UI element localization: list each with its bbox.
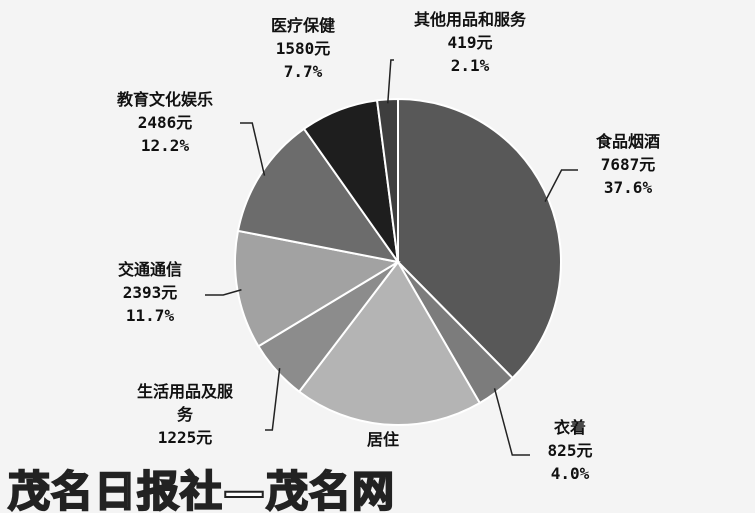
value-label: 419元: [447, 33, 493, 52]
percent-label: 37.6%: [603, 178, 653, 197]
value-label: 2393元: [122, 283, 178, 302]
percent-label: 7.7%: [283, 62, 323, 81]
percent-label: 11.7%: [125, 306, 175, 325]
pie-slice: [397, 97, 562, 380]
slice-label: 其他用品和服务 419元 2.1%: [414, 8, 526, 77]
category-label: 交通通信: [117, 260, 182, 279]
category-label: 衣着: [553, 418, 586, 437]
slice-label: 教育文化娱乐 2486元 12.2%: [95, 88, 235, 157]
leader-line: [205, 289, 242, 296]
slice-label: 衣着 825元 4.0%: [525, 416, 615, 485]
value-label: 1580元: [275, 39, 331, 58]
leader-line: [265, 368, 281, 431]
category-label: 食品烟酒: [595, 132, 660, 151]
value-label: 825元: [547, 441, 593, 460]
slice-label: 食品烟酒 7687元 37.6%: [568, 130, 688, 199]
value-label: 7687元: [600, 155, 656, 174]
slice-label: 交通通信 2393元 11.7%: [95, 258, 205, 327]
watermark: 茂名日报社—茂名网: [7, 466, 396, 513]
pie-slice: [297, 260, 482, 426]
slice-label: 居住: [338, 428, 428, 451]
category-label: 居住: [366, 430, 399, 449]
value-label: 1225元: [157, 428, 213, 447]
slice-label: 医疗保健 1580元 7.7%: [253, 14, 353, 83]
pie-slice: [236, 127, 401, 264]
leader-line: [387, 59, 394, 104]
percent-label: 12.2%: [140, 136, 190, 155]
value-label: 2486元: [137, 113, 193, 132]
leader-line: [544, 169, 578, 202]
category-label: 医疗保健: [270, 16, 335, 35]
category-label: 其他用品和服务: [414, 10, 527, 29]
category-label: 教育文化娱乐: [116, 90, 213, 109]
leader-line: [493, 388, 530, 456]
leader-line: [240, 122, 266, 176]
percent-label: 4.0%: [550, 464, 590, 483]
category-label: 生活用品及服务: [136, 382, 233, 424]
slice-label: 生活用品及服务 1225元: [130, 380, 240, 449]
percent-label: 2.1%: [450, 56, 490, 75]
